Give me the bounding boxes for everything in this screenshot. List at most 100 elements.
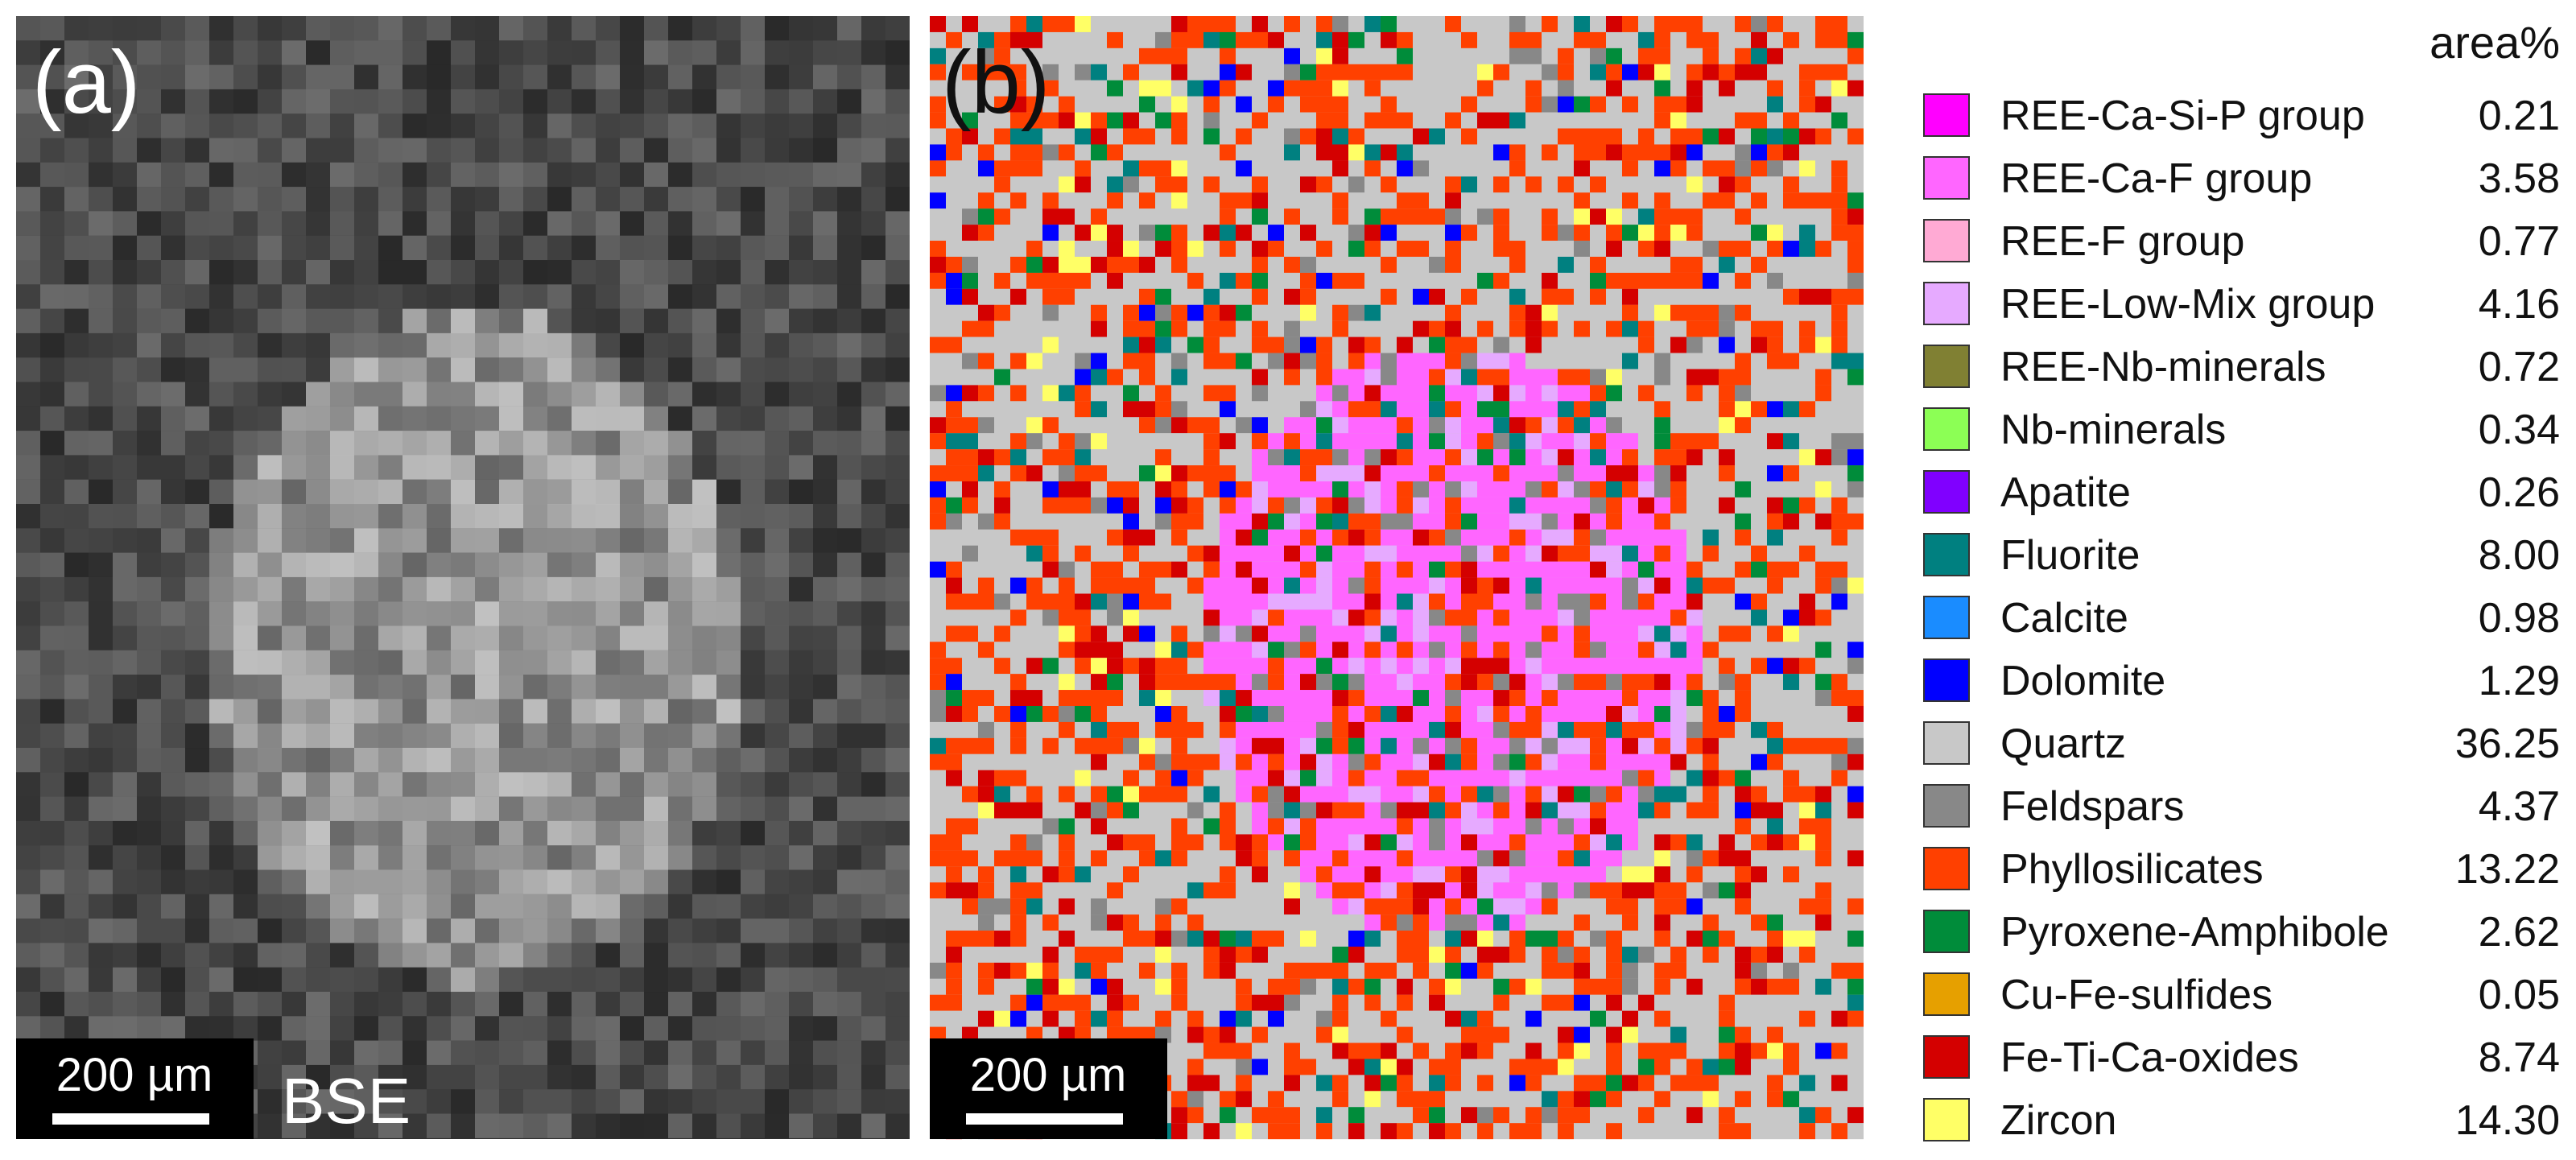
map-pixel [1010, 994, 1026, 1011]
map-pixel [1332, 385, 1348, 402]
bse-grain [402, 504, 427, 529]
bse-grain [644, 284, 668, 309]
bse-grain [620, 211, 644, 236]
map-pixel [1525, 80, 1542, 97]
map-pixel [1477, 320, 1493, 337]
map-pixel [1397, 497, 1413, 514]
bse-grain [741, 284, 765, 309]
bse-grain [306, 504, 330, 529]
map-pixel [1026, 304, 1042, 321]
map-pixel [1670, 931, 1686, 947]
bse-grain [451, 919, 475, 943]
bse-grain [89, 699, 113, 724]
bse-grain [378, 601, 402, 626]
map-pixel [1622, 818, 1638, 835]
bse-grain [523, 748, 547, 773]
map-pixel [1397, 481, 1413, 497]
map-pixel [1461, 47, 1477, 64]
map-pixel [1413, 144, 1429, 161]
bse-grain [209, 699, 233, 724]
map-pixel [1493, 1059, 1509, 1075]
bse-grain [475, 625, 499, 650]
bse-grain [427, 845, 451, 870]
bse-grain [451, 699, 475, 724]
bse-grain [861, 357, 886, 382]
map-pixel [1509, 818, 1525, 835]
map-pixel [946, 802, 962, 819]
map-pixel [1606, 176, 1622, 193]
bse-grain [209, 260, 233, 285]
bse-grain [837, 1089, 861, 1114]
map-pixel [1139, 385, 1155, 402]
bse-grain [161, 772, 185, 797]
map-pixel [962, 561, 978, 578]
map-pixel [1477, 256, 1493, 273]
map-pixel [1590, 513, 1606, 530]
bse-grain [572, 796, 596, 821]
bse-grain [620, 1064, 644, 1090]
map-pixel [962, 176, 978, 193]
map-pixel [1606, 577, 1622, 594]
map-pixel [1574, 850, 1590, 867]
map-pixel [1397, 946, 1413, 963]
bse-grain [741, 650, 765, 675]
map-pixel [1622, 1075, 1638, 1092]
map-pixel [1300, 1026, 1316, 1043]
bse-grain [572, 576, 596, 602]
map-pixel [1252, 225, 1268, 241]
bse-grain [861, 772, 886, 797]
map-pixel [1348, 674, 1364, 691]
map-pixel [1558, 481, 1574, 497]
map-pixel [1590, 417, 1606, 434]
map-pixel [1638, 481, 1654, 497]
bse-grain [547, 820, 572, 846]
map-pixel [1123, 577, 1139, 594]
map-pixel [1542, 160, 1558, 177]
map-pixel [1042, 241, 1059, 258]
map-pixel [1477, 1091, 1493, 1108]
map-pixel [1654, 64, 1670, 80]
bse-grain [886, 528, 910, 553]
map-pixel [1059, 47, 1075, 64]
map-pixel [930, 658, 946, 675]
map-pixel [1139, 962, 1155, 979]
map-pixel [1252, 192, 1268, 209]
map-pixel [1187, 529, 1203, 546]
map-pixel [1445, 241, 1461, 258]
map-pixel [962, 465, 978, 482]
map-pixel [1252, 433, 1268, 450]
map-pixel [1461, 1042, 1477, 1059]
map-pixel [1252, 144, 1268, 161]
map-pixel [1670, 914, 1686, 931]
bse-grain [282, 1016, 306, 1041]
map-pixel [1654, 1107, 1670, 1124]
map-pixel [1413, 658, 1429, 675]
bse-grain [765, 772, 789, 797]
map-pixel [1638, 31, 1654, 48]
map-pixel [1236, 1075, 1252, 1092]
map-pixel [1606, 625, 1622, 642]
bse-grain [427, 1040, 451, 1065]
bse-grain [475, 699, 499, 724]
bse-grain [620, 455, 644, 480]
bse-grain [306, 796, 330, 821]
map-pixel [1187, 898, 1203, 915]
bse-grain [644, 1113, 668, 1138]
map-pixel [1123, 96, 1139, 113]
bse-grain [644, 187, 668, 212]
map-pixel [1493, 401, 1509, 418]
bse-grain [523, 89, 547, 114]
bse-grain [886, 601, 910, 626]
bse-grain [233, 308, 258, 333]
map-pixel [1284, 561, 1300, 578]
map-pixel [1155, 160, 1171, 177]
map-pixel [1397, 385, 1413, 402]
bse-grain [499, 1040, 523, 1065]
map-pixel [1075, 545, 1091, 562]
map-pixel [1397, 866, 1413, 883]
bse-grain [620, 308, 644, 333]
map-pixel [1091, 288, 1107, 305]
bse-grain [523, 1113, 547, 1138]
map-pixel [1348, 609, 1364, 626]
bse-grain [258, 919, 282, 943]
